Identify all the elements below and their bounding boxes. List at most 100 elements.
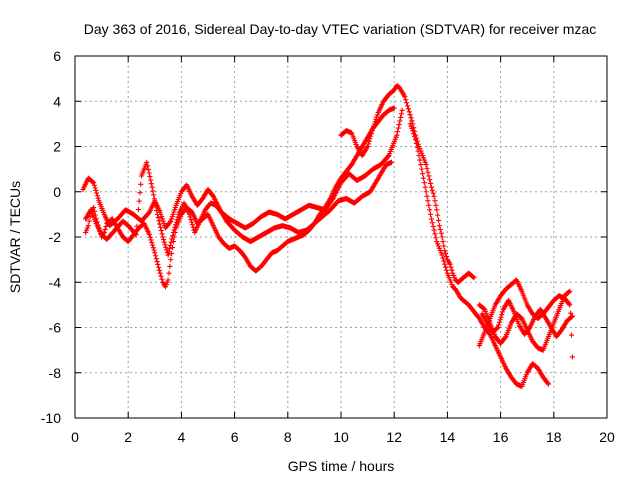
data-point: [94, 193, 101, 199]
y-axis-label: SDTVAR / TECUs: [7, 181, 23, 293]
data-point: [433, 202, 439, 208]
data-point: [402, 94, 408, 100]
data-point: [91, 180, 97, 186]
data-point: [153, 256, 159, 262]
data-point: [394, 132, 400, 138]
data-point: [428, 184, 435, 190]
data-point: [421, 180, 427, 186]
data-point: [175, 214, 181, 220]
data-point: [365, 141, 371, 147]
data-point: [151, 192, 157, 198]
data-point: [136, 198, 142, 204]
data-point: [498, 314, 504, 320]
data-point: [471, 275, 477, 281]
data-point: [154, 258, 160, 265]
data-point: [146, 170, 152, 176]
data-point: [569, 313, 576, 319]
data-point: [162, 242, 168, 248]
data-point: [397, 118, 403, 124]
data-point: [85, 223, 91, 229]
data-point: [496, 322, 502, 328]
data-point: [438, 230, 444, 236]
data-point: [435, 217, 442, 224]
data-point: [169, 250, 175, 257]
data-point: [91, 204, 97, 211]
data-point: [170, 229, 177, 236]
data-point: [172, 224, 178, 230]
data-point: [443, 250, 449, 257]
data-point: [407, 112, 413, 118]
data-point: [441, 258, 447, 264]
data-point: [569, 314, 575, 320]
data-point: [166, 270, 172, 276]
data-point: [160, 236, 167, 243]
data-point: [396, 121, 402, 128]
data-point: [189, 222, 196, 228]
data-point: [171, 227, 177, 233]
data-point: [442, 261, 448, 267]
data-point: [429, 187, 435, 193]
data-point: [152, 250, 158, 256]
data-point: [138, 181, 144, 187]
y-tick-label: 2: [53, 139, 61, 155]
data-point: [414, 144, 420, 150]
data-point: [163, 244, 169, 250]
x-tick-label: 2: [124, 429, 132, 445]
data-point: [442, 247, 448, 254]
data-point: [169, 236, 175, 242]
data-point: [427, 207, 433, 213]
x-tick-label: 0: [71, 429, 79, 445]
data-point: [415, 148, 421, 154]
data-point: [159, 276, 165, 282]
y-tick-label: 4: [53, 93, 61, 109]
data-point: [499, 309, 506, 315]
data-point: [430, 190, 436, 196]
data-point: [167, 219, 173, 225]
y-tick-label: 0: [53, 184, 61, 200]
x-tick-label: 4: [178, 429, 186, 445]
data-point: [145, 166, 151, 173]
chart-title: Day 363 of 2016, Sidereal Day-to-day VTE…: [84, 21, 597, 37]
data-point: [420, 175, 427, 181]
data-point: [186, 211, 192, 217]
data-point: [410, 128, 416, 134]
data-point: [388, 159, 395, 165]
y-tick-label: -2: [49, 229, 62, 245]
y-tick-label: 6: [53, 48, 61, 64]
data-point: [437, 226, 443, 233]
data-point: [425, 169, 431, 175]
data-point: [448, 264, 454, 270]
series-track-f: [476, 277, 573, 349]
data-point: [431, 193, 437, 199]
data-point: [419, 166, 425, 172]
data-point: [391, 105, 397, 111]
data-point: [385, 153, 391, 160]
data-point: [156, 267, 162, 273]
data-point: [399, 107, 405, 113]
data-point: [368, 133, 374, 139]
data-point: [157, 224, 164, 230]
data-point: [568, 310, 574, 316]
data-point: [429, 220, 435, 226]
data-point: [436, 223, 443, 229]
data-point: [170, 233, 176, 239]
data-point: [144, 163, 151, 169]
data-point: [152, 253, 159, 259]
data-point: [497, 317, 503, 323]
data-point: [173, 222, 179, 228]
data-point: [161, 239, 167, 245]
data-point: [409, 118, 415, 124]
data-point: [447, 261, 453, 267]
data-point: [443, 254, 450, 260]
data-point: [431, 227, 437, 233]
data-point: [435, 212, 441, 218]
data-point: [155, 215, 161, 221]
data-point: [417, 157, 423, 163]
grid: [75, 56, 607, 418]
data-point: [92, 185, 98, 191]
data-point: [398, 111, 405, 117]
data-point: [569, 354, 576, 360]
data-marks: [80, 82, 576, 389]
data-point: [150, 188, 156, 194]
